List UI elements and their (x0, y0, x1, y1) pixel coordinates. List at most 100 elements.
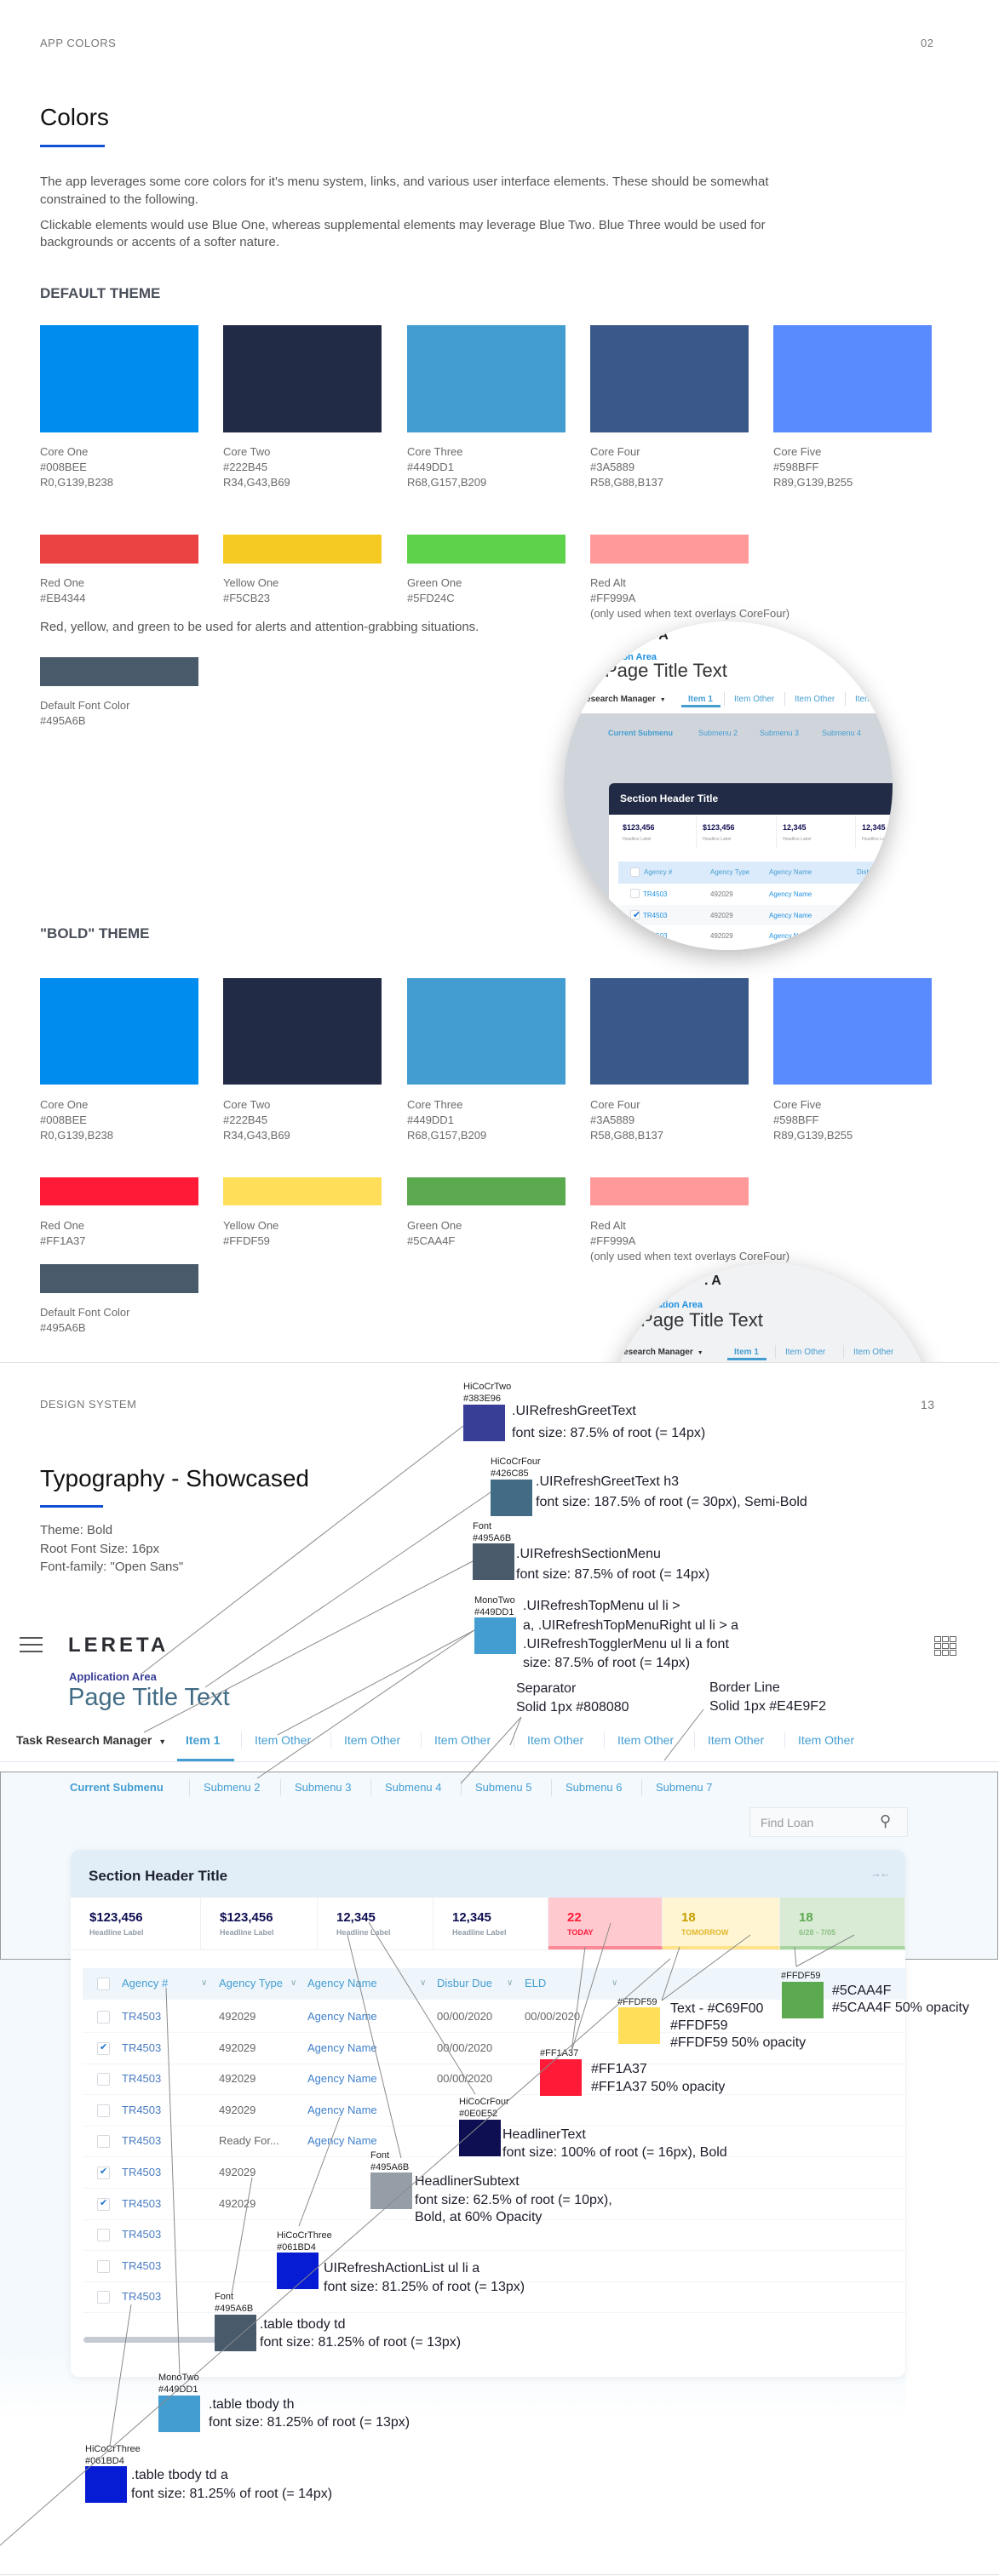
table-header[interactable]: ELD (525, 1977, 547, 1989)
nav-item[interactable]: Item Other (853, 1348, 894, 1357)
row-checkbox[interactable] (97, 2259, 110, 2273)
agency-name-link[interactable]: Agency Name (307, 2010, 377, 2023)
row-divider (83, 2218, 905, 2220)
submenu-item[interactable]: Submenu 4 (822, 729, 862, 737)
submenu-item[interactable]: Submenu 6 (566, 1781, 623, 1794)
annotation-text: #FFDF59 (670, 2018, 728, 2033)
agency-number-link[interactable]: TR4503 (122, 2010, 162, 2023)
nav-dropdown[interactable]: Task Research Manager▼ (606, 1347, 703, 1360)
annotation-token-hex: #495A6B (215, 2304, 254, 2314)
row-checkbox[interactable] (630, 889, 640, 898)
agency-name-link[interactable]: Agency Name (769, 890, 812, 898)
sort-chevron-icon[interactable]: ∨ (290, 1978, 297, 1988)
row-checkbox[interactable] (630, 909, 640, 920)
submenu-item[interactable]: Current Submenu (70, 1781, 164, 1794)
annotation-text: font size: 81.25% of root (= 14px) (131, 2487, 333, 2501)
agency-number-link[interactable]: TR4503 (122, 2290, 162, 2304)
theme-heading: "BOLD" THEME (40, 925, 150, 942)
nav-item[interactable]: Item Other (255, 1733, 312, 1747)
row-checkbox[interactable] (97, 2197, 110, 2211)
agency-name-link[interactable]: Agency Name (307, 2134, 377, 2148)
nav-item[interactable]: Item Other (617, 1733, 675, 1747)
collapse-icon[interactable]: →← (870, 1867, 891, 1880)
table-header[interactable]: Disbur Due (857, 868, 892, 876)
row-checkbox[interactable] (97, 2073, 110, 2087)
agency-number-link[interactable]: TR4503 (122, 2196, 162, 2210)
table-header[interactable]: Agency # (122, 1977, 169, 1989)
row-checkbox[interactable] (97, 2041, 110, 2055)
nav-dropdown[interactable]: Task Research Manager▼ (564, 694, 666, 707)
nav-item[interactable]: Item Other (855, 695, 893, 704)
agency-number-link[interactable]: TR4503 (643, 911, 668, 919)
leader-line (165, 1987, 181, 2376)
agency-number-link[interactable]: TR4503 (122, 2041, 162, 2054)
nav-separator (784, 1732, 785, 1749)
row-checkbox[interactable] (97, 2135, 110, 2149)
nav-item[interactable]: Item Other (344, 1733, 401, 1747)
nav-item[interactable]: Item Other (798, 1733, 855, 1747)
color-swatch (40, 657, 198, 686)
submenu-item[interactable]: Submenu 5 (475, 1781, 532, 1794)
agency-name-link[interactable]: Agency Name (307, 2103, 377, 2116)
agency-name-link[interactable]: Agency Name (769, 911, 812, 919)
agency-name-link[interactable]: Agency Name (307, 2072, 377, 2086)
nav-item[interactable]: Item Other (734, 695, 775, 704)
row-checkbox[interactable] (630, 930, 640, 940)
app-grid-icon[interactable] (934, 1636, 956, 1657)
sort-chevron-icon[interactable]: ∨ (420, 1978, 427, 1988)
nav-item[interactable]: Item Other (795, 695, 835, 704)
stat-label: TODAY (567, 1928, 594, 1937)
annotation-text: HeadlinerSubtext (415, 2174, 520, 2189)
submenu-item[interactable]: Submenu 7 (656, 1781, 713, 1794)
select-all-checkbox[interactable] (630, 867, 640, 877)
nav-item[interactable]: Item Other (434, 1733, 491, 1747)
sort-chevron-icon[interactable]: ∨ (201, 1978, 208, 1988)
row-checkbox[interactable] (97, 2166, 110, 2179)
submenu-item[interactable]: Submenu 2 (204, 1781, 261, 1794)
nav-dropdown[interactable]: Task Research Manager▼ (16, 1732, 166, 1750)
agency-number-link[interactable]: TR4503 (122, 2166, 162, 2178)
submenu-item[interactable]: Submenu 3 (760, 729, 800, 737)
select-all-checkbox[interactable] (97, 1978, 110, 1990)
sort-chevron-icon[interactable]: ∨ (611, 1978, 618, 1988)
agency-name-link[interactable]: Agency Name (307, 2041, 377, 2054)
brand-logo: . A (704, 1274, 721, 1288)
table-header[interactable]: Disbur Due (437, 1977, 493, 1989)
agency-number-link[interactable]: TR4503 (122, 2258, 162, 2272)
nav-item[interactable]: Item Other (708, 1733, 765, 1747)
nav-item[interactable]: Item 1 (734, 1348, 759, 1357)
disbur-due: 00/00/2020 (437, 2072, 493, 2086)
stat-divider (855, 816, 856, 849)
table-header[interactable]: Agency Type (710, 868, 750, 876)
agency-number-link[interactable]: TR4503 (122, 2103, 162, 2116)
row-divider (83, 2281, 905, 2282)
sort-chevron-icon[interactable]: ∨ (507, 1978, 514, 1988)
nav-item[interactable]: Item Other (527, 1733, 584, 1747)
row-checkbox[interactable] (97, 2291, 110, 2304)
row-checkbox[interactable] (97, 2011, 110, 2024)
nav-item[interactable]: Item 1 (688, 695, 713, 704)
agency-name-link[interactable]: Agency Name (769, 932, 812, 940)
horizontal-scrollbar[interactable] (83, 2337, 237, 2343)
leader-line (663, 1709, 704, 1761)
search-icon[interactable]: ⚲ (880, 1812, 892, 1829)
table-header[interactable]: Agency Name (769, 868, 812, 876)
submenu-item[interactable]: Submenu 4 (385, 1781, 442, 1794)
hamburger-menu-icon[interactable] (20, 1637, 43, 1654)
nav-item[interactable]: Item 1 (186, 1733, 221, 1747)
row-checkbox[interactable] (97, 2104, 110, 2117)
submenu-item[interactable]: Current Submenu (608, 729, 674, 737)
submenu-item[interactable]: Submenu 3 (295, 1781, 352, 1794)
search-placeholder-text[interactable]: Find Loan (761, 1816, 814, 1829)
agency-number-link[interactable]: TR4503 (643, 890, 668, 898)
agency-number-link[interactable]: TR4503 (643, 932, 668, 940)
nav-item[interactable]: Item Other (785, 1348, 826, 1357)
submenu-item[interactable]: Submenu 2 (698, 729, 738, 737)
row-checkbox[interactable] (97, 2229, 110, 2242)
agency-number-link[interactable]: TR4503 (122, 2228, 162, 2241)
search-input[interactable]: Find Loan ⚲ (749, 1807, 908, 1837)
table-header[interactable]: Agency Type (219, 1977, 283, 1989)
table-header[interactable]: Agency # (644, 868, 673, 876)
agency-number-link[interactable]: TR4503 (122, 2134, 162, 2148)
agency-number-link[interactable]: TR4503 (122, 2072, 162, 2086)
